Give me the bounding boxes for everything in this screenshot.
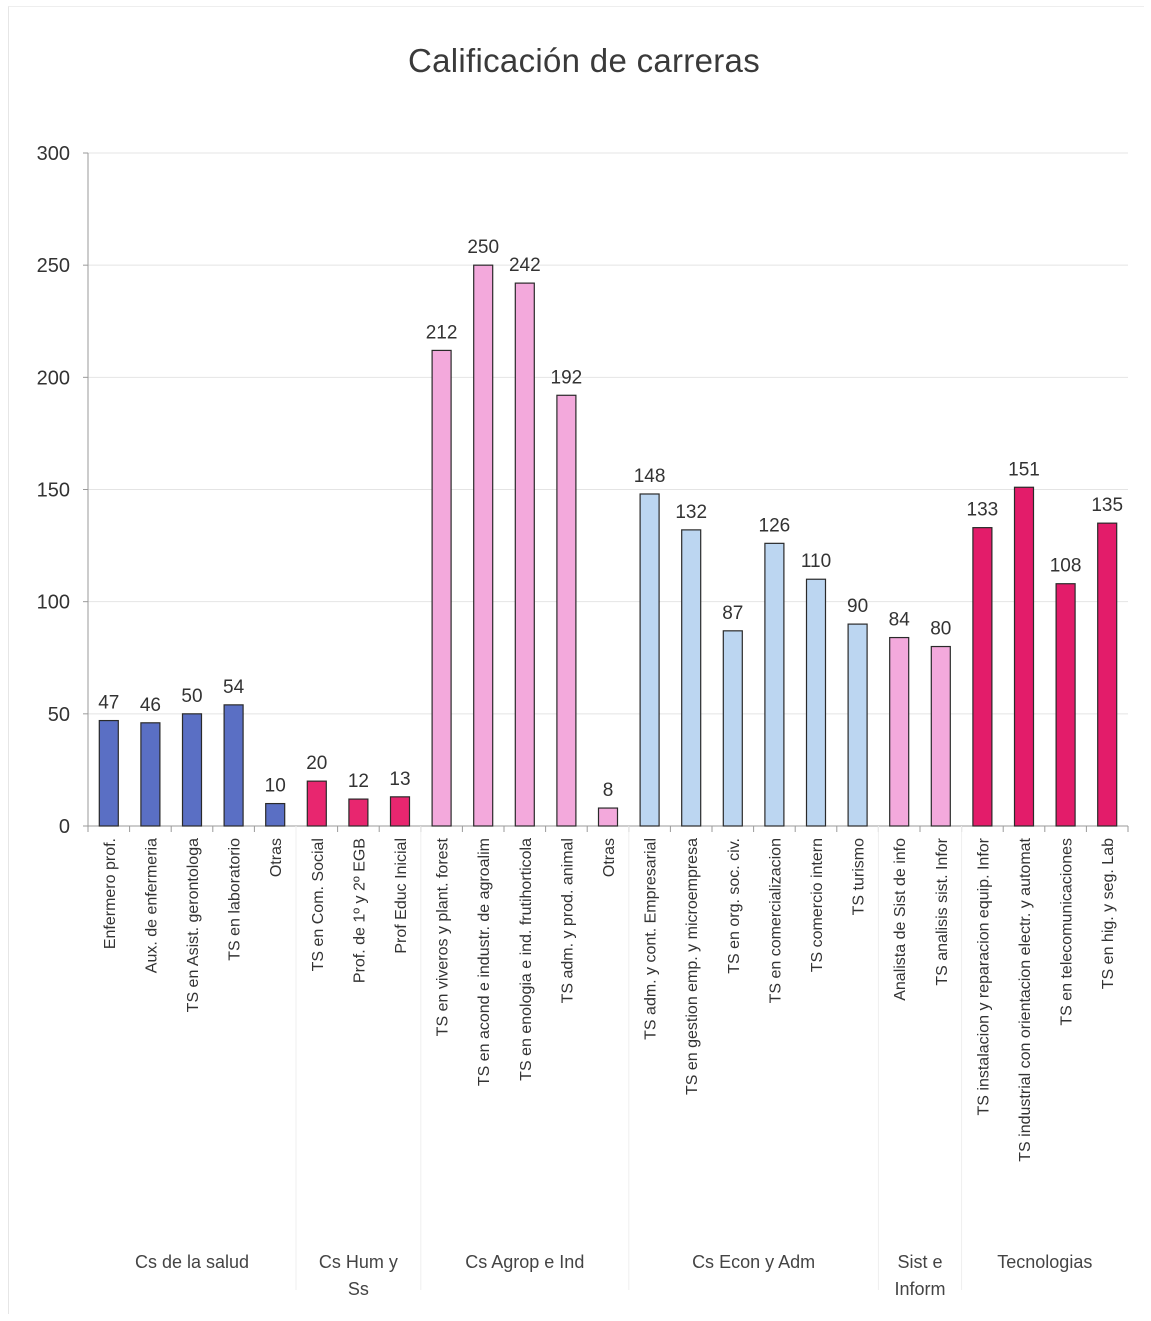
category-label: TS en acond e industr. de agroalim bbox=[476, 838, 493, 1086]
bar bbox=[972, 527, 993, 827]
category-label: TS turismo bbox=[851, 838, 868, 915]
data-label: 87 bbox=[722, 603, 743, 624]
group-label: Cs Econ y Adm bbox=[692, 1252, 815, 1272]
bar bbox=[348, 798, 369, 827]
bar bbox=[389, 796, 411, 827]
bar bbox=[223, 704, 244, 827]
group-label: Cs Hum y bbox=[319, 1252, 398, 1272]
bar bbox=[181, 713, 203, 827]
category-label: TS en telecomunicaciones bbox=[1059, 838, 1076, 1026]
data-label: 54 bbox=[223, 677, 245, 698]
y-tick-label: 50 bbox=[48, 704, 70, 726]
category-label: TS comercio intern bbox=[809, 838, 826, 972]
bar bbox=[764, 542, 785, 827]
category-label: Enfermero prof. bbox=[102, 838, 119, 949]
bar bbox=[514, 282, 535, 827]
data-label: 20 bbox=[306, 753, 327, 774]
bar bbox=[556, 394, 577, 827]
group-label: Tecnologias bbox=[997, 1252, 1092, 1272]
category-label: TS instalacion y reparacion equip. Infor bbox=[975, 837, 992, 1115]
bar bbox=[473, 264, 494, 827]
category-label: Otras bbox=[268, 838, 285, 877]
group-label: Cs Agrop e Ind bbox=[465, 1252, 584, 1272]
category-label: TS en viveros y plant. forest bbox=[435, 837, 452, 1036]
y-tick-label: 0 bbox=[59, 816, 70, 838]
category-label: TS en org. soc. civ. bbox=[726, 838, 743, 974]
data-label: 50 bbox=[181, 686, 202, 707]
category-label: Aux. de enfermeria bbox=[143, 838, 160, 973]
bar bbox=[930, 645, 951, 827]
category-label: TS en laboratorio bbox=[227, 838, 244, 961]
category-label: TS adm. y prod. animal bbox=[559, 838, 576, 1003]
category-label: TS industrial con orientacion electr. y … bbox=[1017, 837, 1034, 1161]
category-label: TS en enologia e ind. frutihorticola bbox=[518, 838, 535, 1081]
data-label: 8 bbox=[603, 780, 614, 801]
category-label: TS en hig. y seg. Lab bbox=[1100, 838, 1117, 989]
y-tick-label: 300 bbox=[37, 143, 70, 165]
group-label: Ss bbox=[348, 1279, 369, 1299]
group-label: Inform bbox=[894, 1279, 945, 1299]
bar bbox=[1055, 583, 1076, 827]
bar bbox=[722, 630, 743, 827]
category-label: TS en comercializacion bbox=[767, 838, 784, 1003]
data-label: 84 bbox=[889, 610, 911, 631]
group-label: Cs de la salud bbox=[135, 1252, 249, 1272]
bar bbox=[805, 578, 827, 827]
bar bbox=[265, 802, 286, 827]
category-label: Prof. de 1º y 2º EGB bbox=[351, 838, 368, 983]
data-label: 148 bbox=[634, 466, 666, 487]
category-label: TS analisis sist. Infor bbox=[934, 837, 951, 985]
bar bbox=[639, 493, 660, 827]
data-label: 12 bbox=[348, 771, 369, 792]
data-label: 132 bbox=[675, 502, 707, 523]
data-label: 250 bbox=[467, 237, 499, 258]
bar bbox=[431, 349, 452, 827]
data-label: 126 bbox=[759, 515, 791, 536]
data-label: 13 bbox=[389, 769, 410, 790]
bar bbox=[889, 636, 910, 827]
bar bbox=[1097, 522, 1118, 827]
data-label: 110 bbox=[801, 551, 831, 572]
data-label: 10 bbox=[265, 776, 286, 797]
category-label: Otras bbox=[601, 838, 618, 877]
y-tick-label: 250 bbox=[37, 255, 70, 277]
data-label: 47 bbox=[98, 693, 119, 714]
bar bbox=[847, 623, 868, 827]
bar bbox=[98, 719, 119, 827]
data-label: 212 bbox=[426, 322, 458, 343]
bar bbox=[1013, 486, 1035, 827]
category-label: TS en Asist. gerontologa bbox=[185, 838, 202, 1012]
data-label: 46 bbox=[140, 695, 161, 716]
data-label: 80 bbox=[930, 619, 951, 640]
bar bbox=[681, 529, 702, 827]
data-label: 151 bbox=[1008, 459, 1040, 480]
bar bbox=[597, 807, 619, 827]
category-label: TS adm. y cont. Empresarial bbox=[643, 838, 660, 1040]
group-label: Sist e bbox=[897, 1252, 942, 1272]
data-label: 135 bbox=[1091, 495, 1123, 516]
data-label: 192 bbox=[551, 367, 583, 388]
data-label: 108 bbox=[1050, 556, 1082, 577]
y-tick-label: 100 bbox=[37, 592, 70, 614]
y-tick-label: 150 bbox=[37, 480, 70, 502]
category-label: Analista de Sist de info bbox=[892, 838, 909, 1001]
y-tick-label: 200 bbox=[37, 367, 70, 389]
bar bbox=[306, 780, 327, 827]
data-label: 90 bbox=[847, 596, 868, 617]
category-label: Prof Educ Inicial bbox=[393, 838, 410, 954]
chart-frame bbox=[8, 6, 1144, 1314]
data-label: 133 bbox=[967, 500, 999, 521]
data-label: 242 bbox=[509, 255, 541, 276]
bar bbox=[140, 722, 161, 827]
category-label: TS en Com. Social bbox=[310, 838, 327, 971]
chart-title: Calificación de carreras bbox=[407, 42, 760, 79]
category-label: TS en gestion emp. y microempresa bbox=[684, 838, 701, 1095]
